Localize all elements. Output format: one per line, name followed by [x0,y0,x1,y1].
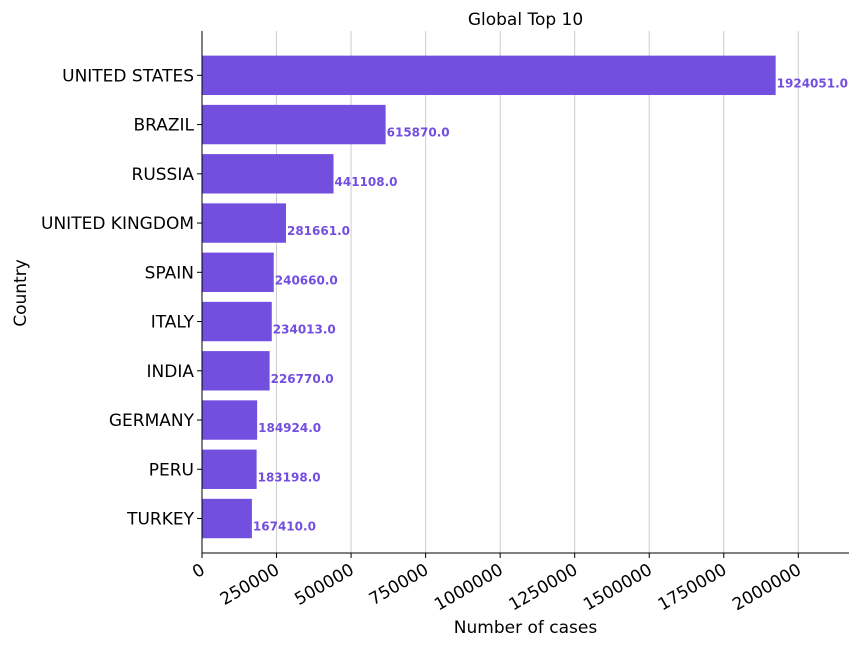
data-label: 240660.0 [275,273,338,287]
x-tick-label: 0 [189,560,208,583]
x-axis-label: Number of cases [454,618,598,638]
x-tick-label: 2000000 [729,560,805,615]
bar [202,498,252,539]
y-tick-label: SPAIN [145,263,194,283]
data-label: 226770.0 [271,372,334,386]
bar [202,301,272,342]
y-tick-label: UNITED KINGDOM [41,214,194,234]
y-tick-label: BRAZIL [133,116,194,136]
bar [202,203,286,243]
bar [202,449,257,489]
x-tick-label: 1750000 [655,560,731,615]
y-tick-label: ITALY [151,313,195,333]
y-tick-label: UNITED STATES [62,66,194,86]
data-label: 281661.0 [287,224,350,238]
bar [202,400,258,440]
y-axis-label: Country [11,259,31,327]
data-label: 441108.0 [335,175,398,189]
data-labels-layer: 1924051.0 615870.0 441108.0 281661.0 240660.… [253,76,848,533]
data-label: 183198.0 [258,470,321,484]
x-tick-label: 1500000 [580,560,656,615]
y-tick-label: INDIA [147,362,195,382]
data-label: 167410.0 [253,520,316,534]
x-tick-label: 750000 [366,560,432,610]
data-label: 184924.0 [258,421,321,435]
bars-layer [202,55,776,539]
x-tick-label: 1250000 [506,560,582,615]
axes-spines [197,31,849,558]
x-tick-labels: 0 250000 500000 750000100000012500001500000… [189,560,805,615]
y-tick-labels: UNITED STATES BRAZIL RUSSIA UNITED KINGDOM S… [41,66,195,529]
chart-title: Global Top 10 [468,10,583,30]
bar [202,55,776,96]
data-label: 234013.0 [273,323,336,337]
y-tick-label: TURKEY [126,510,195,530]
x-tick-label: 1000000 [431,560,507,615]
y-tick-label: GERMANY [109,411,195,431]
x-tick-label: 500000 [291,560,357,610]
bar [202,252,274,292]
y-tick-label: RUSSIA [132,165,195,185]
y-tick-label: PERU [149,460,194,480]
data-label: 615870.0 [387,126,450,140]
x-tick-label: 250000 [217,560,283,610]
bar [202,351,270,391]
data-label: 1924051.0 [777,76,848,90]
bar [202,104,386,145]
bar [202,154,334,194]
